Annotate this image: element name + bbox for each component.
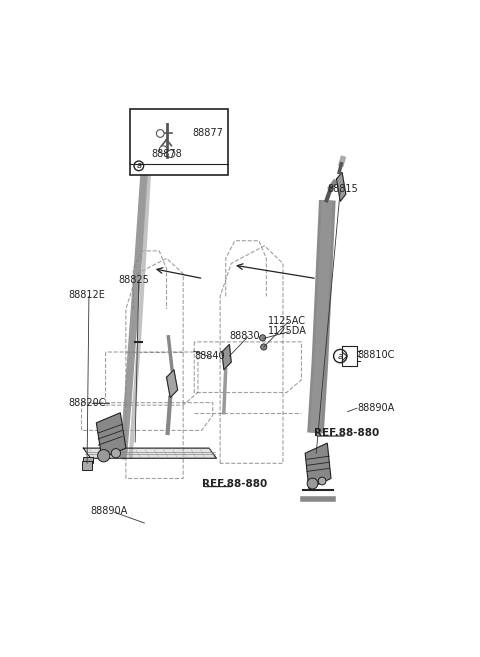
Polygon shape [305,443,331,489]
Text: 88812E: 88812E [69,290,106,300]
Text: 88810C: 88810C [357,350,394,359]
Text: 88877: 88877 [192,129,223,139]
Circle shape [307,478,318,489]
Circle shape [318,477,326,485]
Bar [84,457,93,463]
Polygon shape [336,172,346,201]
Circle shape [111,449,120,458]
Text: 88815: 88815 [327,184,358,194]
Text: 88830: 88830 [229,331,260,341]
Text: REF.88-880: REF.88-880 [202,478,267,489]
Text: a: a [136,162,142,170]
Bar [130,109,228,175]
Text: 88820C: 88820C [69,397,106,407]
Polygon shape [84,448,216,459]
Text: 1125DA: 1125DA [268,326,307,336]
Circle shape [159,146,167,154]
Text: 88878: 88878 [152,148,182,159]
Bar [82,461,92,470]
Text: REF.88-880: REF.88-880 [314,428,380,438]
Circle shape [167,150,175,158]
Circle shape [260,335,266,341]
Text: 1125AC: 1125AC [268,315,306,326]
Circle shape [156,129,164,137]
Polygon shape [167,370,178,397]
Circle shape [261,344,267,350]
Text: 88890A: 88890A [357,403,394,413]
Text: a: a [337,351,343,361]
Text: 88840: 88840 [194,351,225,361]
Polygon shape [222,344,231,370]
Circle shape [97,449,110,462]
Polygon shape [96,413,126,459]
Text: 88890A: 88890A [91,507,128,516]
Text: 88825: 88825 [119,275,149,285]
